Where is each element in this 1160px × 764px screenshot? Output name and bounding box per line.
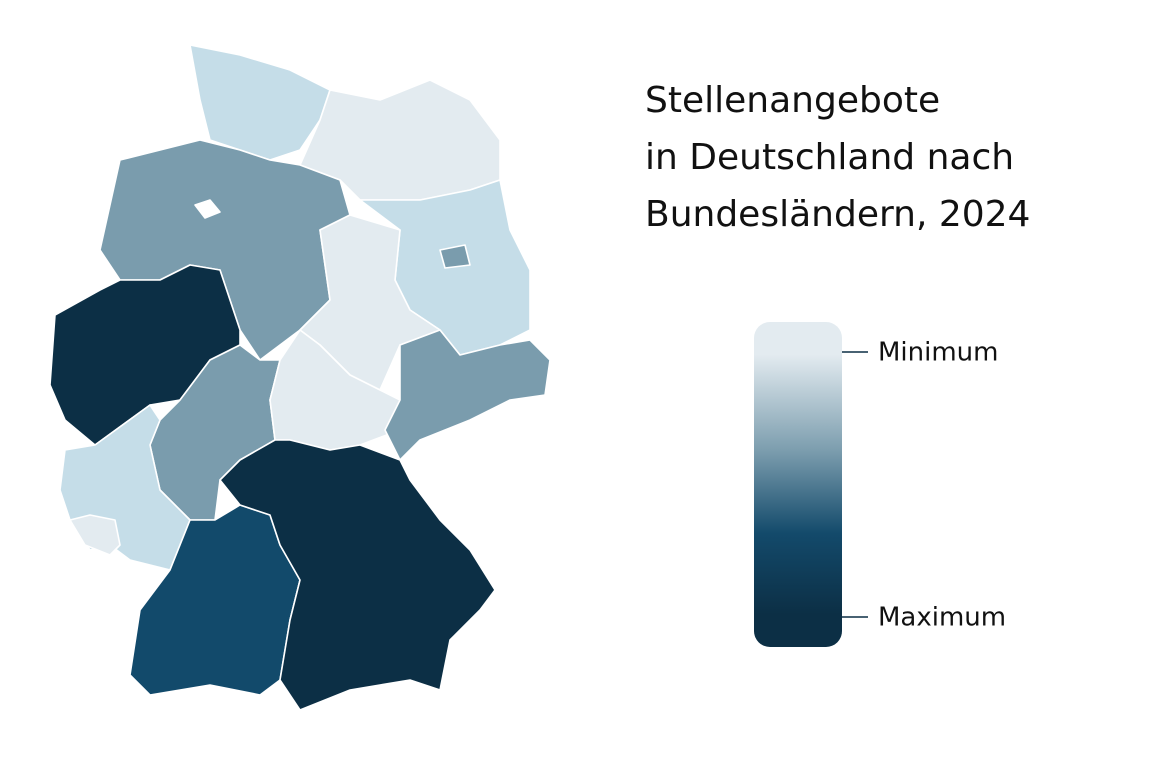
bayern	[219, 439, 496, 711]
sachsen	[384, 329, 551, 461]
legend: Minimum Maximum	[754, 322, 1006, 647]
legend-max-label: Maximum	[878, 603, 1006, 633]
legend-min-label: Minimum	[878, 338, 999, 368]
color-scale	[754, 322, 842, 647]
title: Stellenangebote in Deutschland nach Bund…	[645, 80, 1030, 235]
saarland	[69, 514, 121, 556]
schleswig-holstein	[189, 44, 331, 161]
berlin	[439, 244, 471, 269]
bremen	[194, 199, 221, 219]
title-line: Bundesländern, 2024	[645, 194, 1030, 235]
title-line: in Deutschland nach	[645, 137, 1014, 178]
title-line: Stellenangebote	[645, 80, 940, 121]
germany-map	[49, 44, 551, 711]
